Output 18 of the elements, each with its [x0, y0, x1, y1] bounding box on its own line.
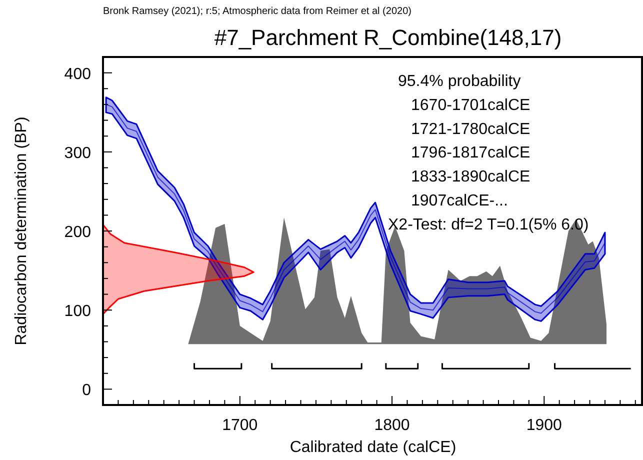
y-tick-label: 0 [82, 382, 92, 400]
y-tick-label: 200 [64, 224, 92, 241]
x-tick-label: 1900 [526, 417, 562, 434]
y-tick-label: 400 [64, 66, 92, 83]
annotation: 1670-1701calCE [411, 96, 530, 114]
annotation: 95.4% probability [398, 73, 521, 90]
x-axis-title: Calibrated date (calCE) [290, 439, 456, 456]
annotation: 1796-1817calCE [411, 144, 530, 162]
y-tick-label: 100 [64, 303, 92, 320]
chart-title: #7_Parchment R_Combine(148,17) [214, 25, 562, 50]
annotation: 1833-1890calCE [411, 168, 530, 186]
x-tick-label: 1800 [374, 417, 410, 434]
x-tick-label: 1700 [222, 417, 258, 434]
annotation: 1721-1780calCE [411, 120, 530, 138]
text: Bronk Ramsey (2021); r:5; Atmospheric data from Reimer et al (2020) [103, 6, 412, 17]
annotation: 1907calCE-... [411, 192, 508, 210]
y-tick-label: 300 [64, 144, 92, 162]
y-axis-title: Radiocarbon determination (BP) [13, 116, 30, 346]
